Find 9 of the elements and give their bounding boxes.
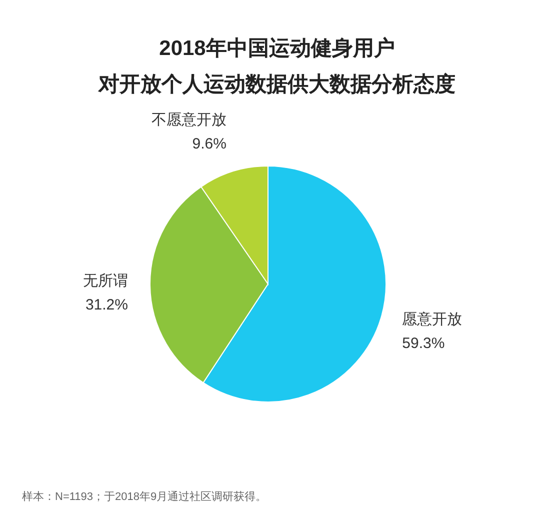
chart-subtitle: 对开放个人运动数据供大数据分析态度 xyxy=(98,72,456,96)
text: 样本：N=1193；于2018年9月通过社区调研获得。 xyxy=(22,490,267,503)
data-label: 59.3% xyxy=(402,335,445,352)
data-label: 31.2% xyxy=(85,296,128,314)
slice-label: 无所谓 xyxy=(83,272,128,290)
data-label: 9.6% xyxy=(192,135,226,152)
slice-label: 愿意开放 xyxy=(402,311,462,328)
slice-label: 不愿意开放 xyxy=(151,111,226,128)
chart-title: 2018年中国运动健身用户 xyxy=(159,36,395,60)
